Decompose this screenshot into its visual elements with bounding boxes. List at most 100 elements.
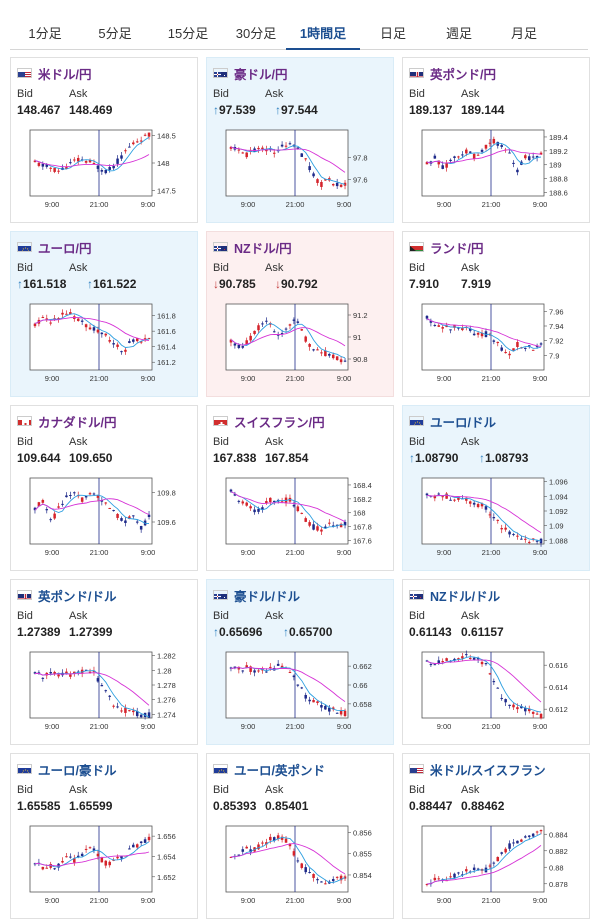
price-chart[interactable]: 97.8 97.6 9:00 21:00 9:00 xyxy=(212,124,390,216)
pair-name[interactable]: カナダドル/円 xyxy=(38,415,117,430)
rate-card[interactable]: 米ドル/スイスフラン Bid Ask 0.88447 0.88462 0.884 0.882… xyxy=(402,753,590,919)
rate-card[interactable]: NZドル/円 Bid Ask ↓90.785 ↓90.792 91.2 91 90.8 9:00… xyxy=(206,231,394,397)
rate-card[interactable]: ユーロ/円 Bid Ask ↑161.518 ↑161.522 161.8 161.6 161… xyxy=(10,231,198,397)
plot-area xyxy=(225,651,349,719)
candle xyxy=(535,713,539,715)
bid-number: 167.838 xyxy=(213,451,257,465)
y-tick-label: 189.4 xyxy=(549,133,568,142)
rate-card[interactable]: 英ポンド/ドル Bid Ask 1.27389 1.27399 1.282 1.28 1.27… xyxy=(10,579,198,745)
ask-number: 0.85401 xyxy=(265,799,309,813)
y-tick-label: 161.6 xyxy=(157,327,176,336)
candle xyxy=(261,842,264,844)
price-chart[interactable]: 1.656 1.654 1.652 9:00 21:00 9:00 xyxy=(16,820,194,912)
candle xyxy=(272,152,276,154)
au-flag-icon xyxy=(213,590,228,600)
rate-card[interactable]: NZドル/ドル Bid Ask 0.61143 0.61157 0.616 0.614 0.6… xyxy=(402,579,590,745)
candle xyxy=(280,665,284,668)
y-tick-label: 0.856 xyxy=(353,828,372,837)
candle xyxy=(520,538,523,540)
y-tick-label: 0.882 xyxy=(549,847,568,856)
price-chart[interactable]: 0.856 0.855 0.854 9:00 21:00 9:00 xyxy=(212,820,390,912)
candle xyxy=(92,670,96,672)
ma-short-line xyxy=(426,318,542,352)
candle xyxy=(276,835,280,839)
ask-label: Ask xyxy=(461,784,480,796)
price-chart[interactable]: 109.8 109.6 9:00 21:00 9:00 xyxy=(16,472,194,564)
candle xyxy=(445,163,448,168)
x-tick-label: 9:00 xyxy=(533,374,548,383)
candle xyxy=(465,869,468,872)
bid-number: 109.644 xyxy=(17,451,61,465)
pair-name[interactable]: 米ドル/円 xyxy=(38,67,92,82)
pair-name[interactable]: 英ポンド/円 xyxy=(430,67,496,82)
candle xyxy=(135,141,139,143)
tab-5[interactable]: 1時間足 xyxy=(286,12,360,50)
ask-value: 1.65599 xyxy=(69,799,112,813)
tab-8[interactable]: 月足 xyxy=(510,26,537,41)
tab-4[interactable]: 30分足 xyxy=(235,26,277,41)
price-chart[interactable]: 91.2 91 90.8 9:00 21:00 9:00 xyxy=(212,298,390,390)
rate-card[interactable]: スイスフラン/円 Bid Ask 167.838 167.854 168.4 168.2 16… xyxy=(206,405,394,571)
x-tick-label: 9:00 xyxy=(45,548,60,557)
tab-1[interactable]: 1分足 xyxy=(28,26,62,41)
candle xyxy=(308,872,311,874)
pair-name[interactable]: NZドル/ドル xyxy=(430,589,501,604)
candle xyxy=(233,494,237,496)
pair-name[interactable]: 米ドル/スイスフラン xyxy=(430,763,546,778)
candle xyxy=(433,495,437,499)
pair-name[interactable]: 豪ドル/ドル xyxy=(234,589,300,604)
pair-name[interactable]: ランド/円 xyxy=(430,241,484,256)
rate-card[interactable]: ユーロ/豪ドル Bid Ask 1.65585 1.65599 1.656 1.654 1.6… xyxy=(10,753,198,919)
pair-name[interactable]: 英ポンド/ドル xyxy=(38,589,117,604)
candle xyxy=(261,507,264,510)
x-tick-label: 21:00 xyxy=(286,896,305,905)
tab-3[interactable]: 15分足 xyxy=(167,26,209,41)
candle xyxy=(116,706,119,708)
candle xyxy=(265,842,268,845)
tab-2[interactable]: 5分足 xyxy=(98,26,132,41)
rate-card[interactable]: 米ドル/円 Bid Ask 148.467 148.469 148.5 148 147.5 9:… xyxy=(10,57,198,223)
candle xyxy=(508,843,511,849)
candle xyxy=(284,838,288,843)
rate-card[interactable]: カナダドル/円 Bid Ask 109.644 109.650 109.8 109.6 9:0… xyxy=(10,405,198,571)
eu-flag-icon xyxy=(17,764,32,774)
candle xyxy=(124,708,127,713)
price-chart[interactable]: 0.662 0.66 0.658 9:00 21:00 9:00 xyxy=(212,646,390,738)
rate-card[interactable]: 豪ドル/ドル Bid Ask ↑0.65696 ↑0.65700 0.662 0.66 0.6… xyxy=(206,579,394,745)
rate-card[interactable]: ユーロ/英ポンド Bid Ask 0.85393 0.85401 0.856 0.855 0.… xyxy=(206,753,394,919)
candle xyxy=(57,170,60,172)
pair-name[interactable]: ユーロ/ドル xyxy=(430,415,496,430)
price-chart[interactable]: 7.96 7.94 7.92 7.9 9:00 21:00 9:00 xyxy=(408,298,586,390)
candle xyxy=(88,847,92,849)
ch-flag-icon xyxy=(213,416,228,426)
ma-long-line xyxy=(426,318,542,347)
tab-7[interactable]: 週足 xyxy=(445,26,472,41)
rate-card[interactable]: 豪ドル/円 Bid Ask ↑97.539 ↑97.544 97.8 97.6 9:00 21:… xyxy=(206,57,394,223)
candle xyxy=(496,341,500,344)
rate-card[interactable]: 英ポンド/円 Bid Ask 189.137 189.144 189.4 189.2 189 1… xyxy=(402,57,590,223)
pair-name[interactable]: 豪ドル/円 xyxy=(234,67,288,82)
pair-name[interactable]: スイスフラン/円 xyxy=(234,415,325,430)
candle xyxy=(441,661,444,663)
candle xyxy=(324,350,327,357)
candle xyxy=(37,672,41,674)
candle xyxy=(320,705,323,708)
pair-name[interactable]: ユーロ/円 xyxy=(38,241,92,256)
candle xyxy=(288,672,292,674)
candle xyxy=(41,499,45,503)
rate-card[interactable]: ユーロ/ドル Bid Ask ↑1.08790 ↑1.08793 1.096 1.094 1.… xyxy=(402,405,590,571)
pair-name[interactable]: ユーロ/豪ドル xyxy=(38,763,117,778)
pair-name[interactable]: ユーロ/英ポンド xyxy=(234,763,325,778)
pair-name[interactable]: NZドル/円 xyxy=(234,241,292,256)
tab-6[interactable]: 日足 xyxy=(379,26,406,41)
rate-card[interactable]: ランド/円 Bid Ask 7.910 7.919 7.96 7.94 7.92 7.9 9:00… xyxy=(402,231,590,397)
candle xyxy=(65,167,68,170)
